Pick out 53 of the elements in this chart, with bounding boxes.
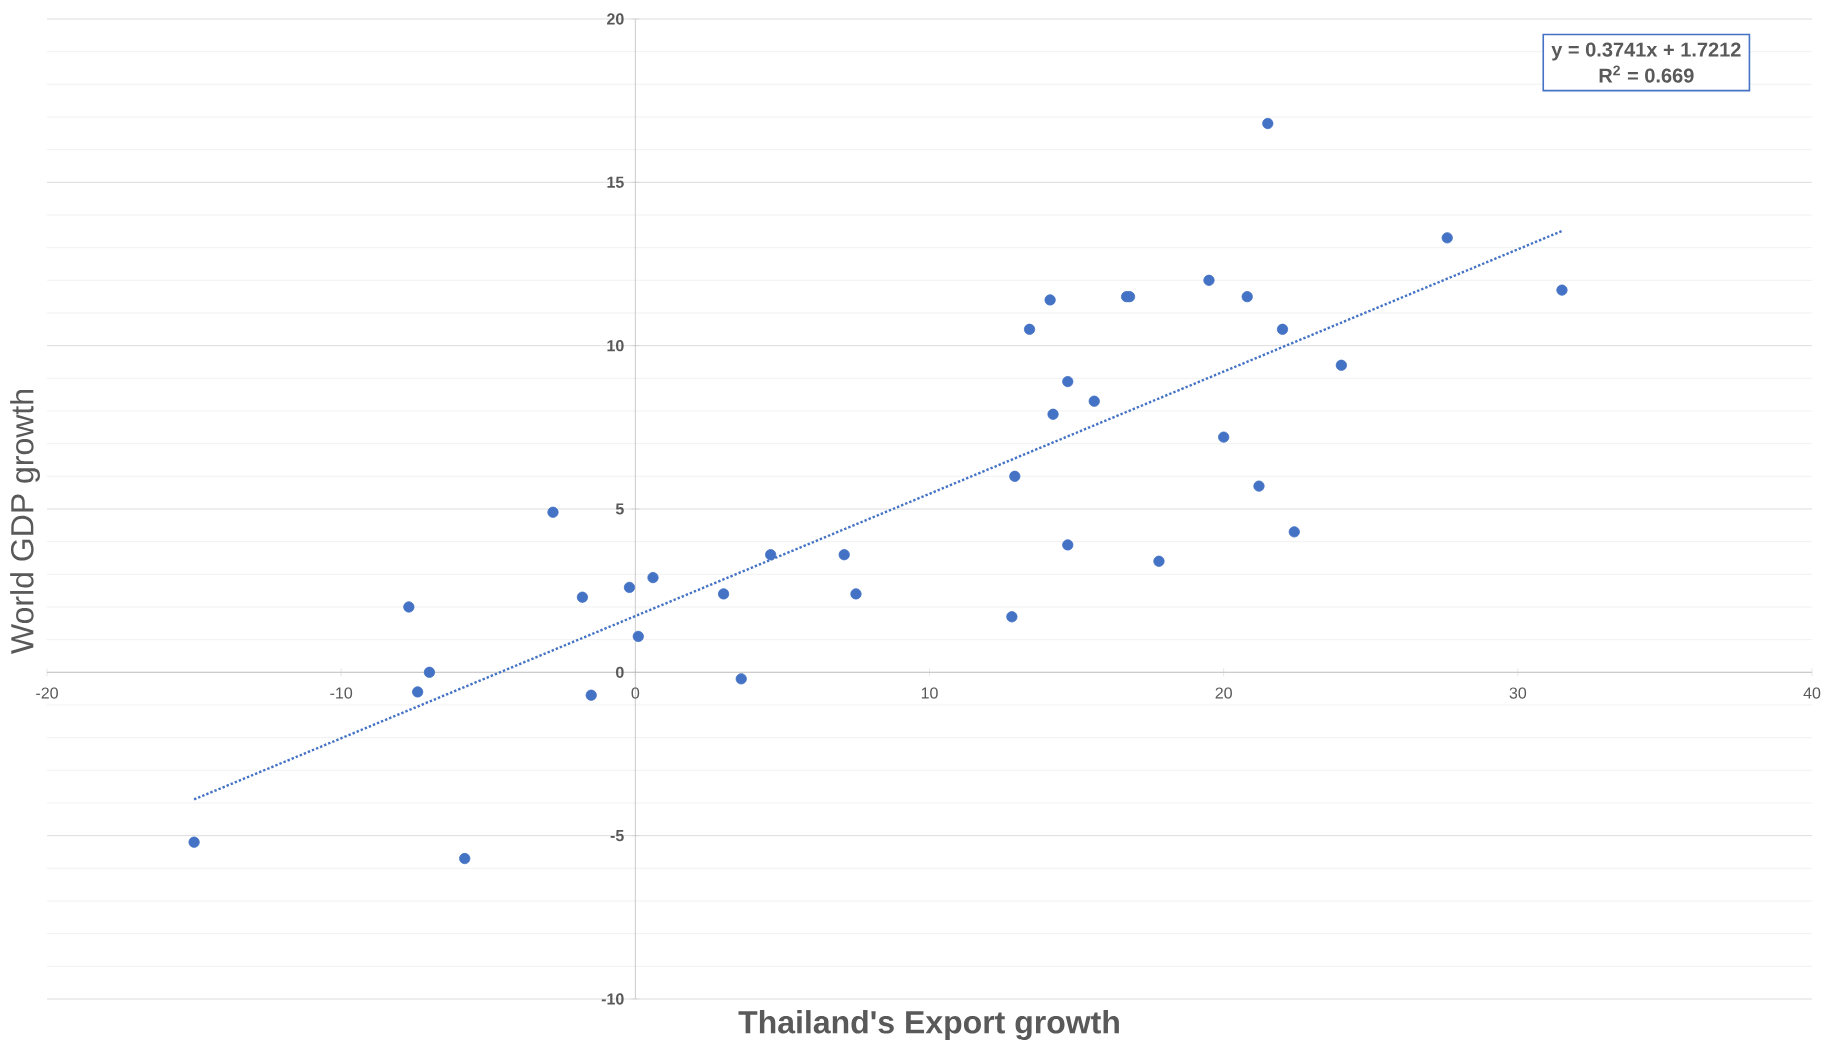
point: [547, 506, 559, 518]
point: [1203, 274, 1215, 286]
point: [1023, 323, 1036, 335]
annotation: y = 0.3741x + 1.7212: [1551, 42, 1741, 61]
point: [735, 673, 747, 685]
point: [1288, 526, 1300, 538]
point: [576, 591, 588, 603]
y-tick-label: -10: [601, 993, 624, 1005]
point: [838, 549, 850, 561]
annotation: R$^{2}$ = 0.669: [1599, 65, 1694, 83]
y-tick-label: 10: [607, 339, 624, 352]
x-tick-label: 20: [1215, 687, 1232, 699]
y-tick-label: 0: [616, 666, 624, 678]
point: [1441, 232, 1453, 244]
point: [647, 571, 659, 584]
point: [1044, 294, 1056, 306]
point: [717, 588, 730, 600]
point: [623, 581, 636, 593]
point: [1009, 470, 1021, 482]
x-tick-label: -10: [330, 687, 353, 699]
point: [1276, 323, 1289, 335]
point: [1335, 359, 1347, 371]
x-tick-label: 0: [631, 687, 640, 699]
point: [1006, 611, 1018, 623]
point: [1062, 375, 1074, 388]
point: [403, 601, 415, 613]
point: [765, 549, 777, 561]
y-tick-label: 15: [607, 176, 624, 188]
x-axis-title: Thailand's Export growth: [738, 1010, 1119, 1041]
y-tick-label: -5: [610, 830, 624, 842]
point: [412, 686, 424, 698]
point: [188, 836, 200, 848]
point: [1241, 291, 1253, 303]
point: [1556, 284, 1568, 296]
point: [1218, 431, 1230, 443]
point: [1047, 408, 1059, 420]
point: [585, 689, 597, 701]
x-tick-label: 10: [921, 687, 938, 699]
x-tick-label: 30: [1509, 687, 1527, 699]
point: [459, 852, 471, 865]
point: [1153, 555, 1165, 567]
point: [1262, 117, 1274, 130]
point: [1062, 539, 1074, 551]
point: [850, 588, 862, 600]
point: [632, 630, 644, 642]
x-tick-label: -20: [36, 687, 58, 699]
x-tick-label: 40: [1803, 687, 1821, 699]
y-axis-title: World GDP growth: [10, 390, 40, 654]
point: [1253, 480, 1265, 492]
point: [1088, 395, 1100, 407]
y-tick-label: 5: [615, 503, 624, 515]
point: [423, 666, 436, 678]
y-tick-label: 20: [607, 13, 624, 25]
